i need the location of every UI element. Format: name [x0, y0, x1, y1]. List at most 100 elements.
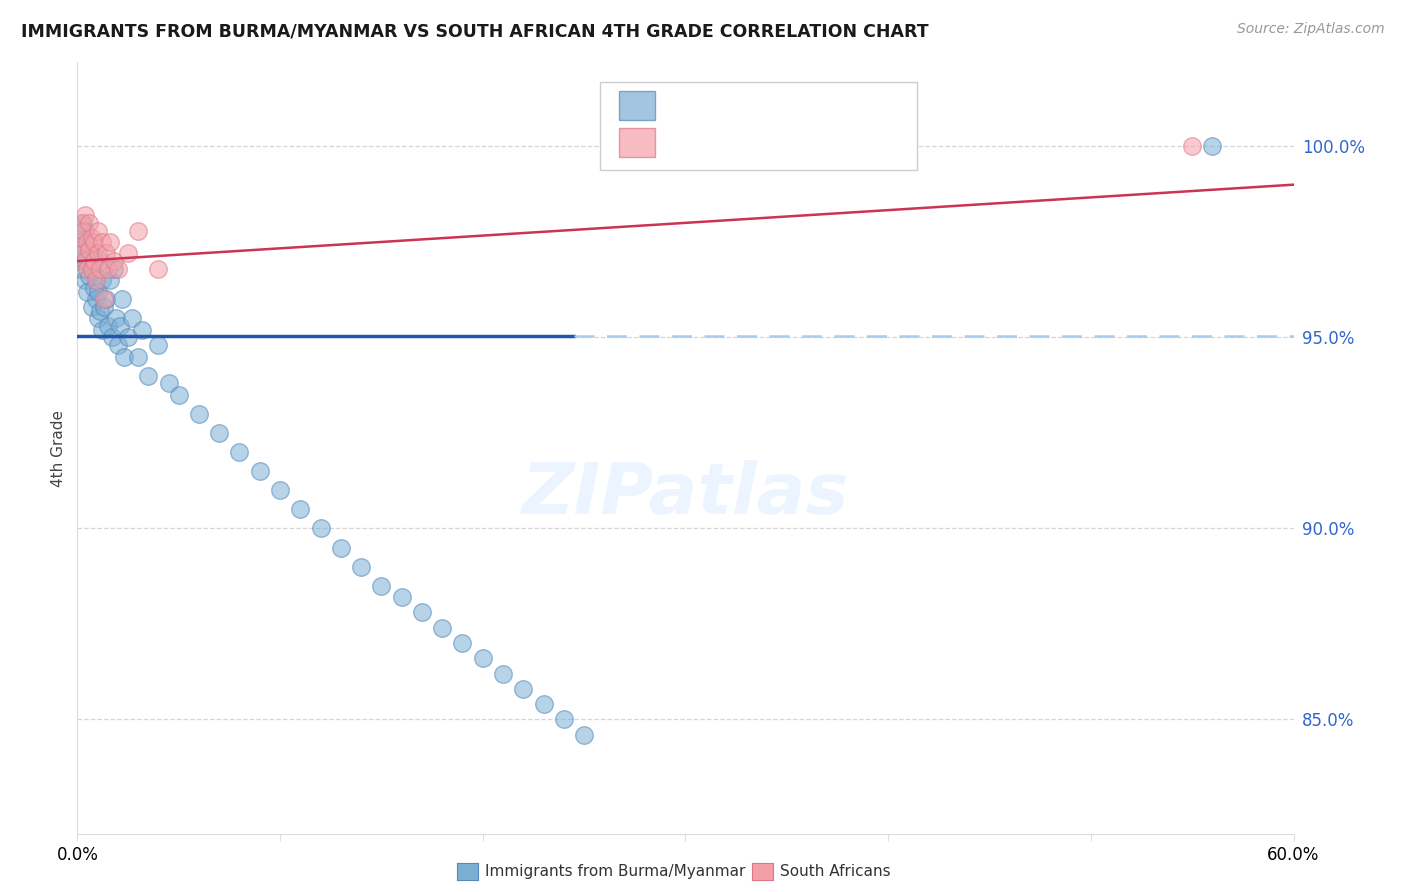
Text: Source: ZipAtlas.com: Source: ZipAtlas.com — [1237, 22, 1385, 37]
Point — [79, 216, 101, 230]
Point — [80, 300, 103, 314]
Point — [86, 285, 108, 299]
Point — [157, 376, 180, 391]
Point — [72, 216, 94, 230]
Point — [76, 254, 98, 268]
Point — [84, 292, 107, 306]
Point — [103, 261, 125, 276]
Point — [90, 323, 112, 337]
Point — [75, 208, 97, 222]
Point — [80, 261, 103, 276]
Point — [80, 261, 103, 276]
Text: IMMIGRANTS FROM BURMA/MYANMAR VS SOUTH AFRICAN 4TH GRADE CORRELATION CHART: IMMIGRANTS FROM BURMA/MYANMAR VS SOUTH A… — [21, 22, 929, 40]
Point — [83, 281, 105, 295]
Point — [94, 246, 117, 260]
Text: R = 0.003   N = 63: R = 0.003 N = 63 — [668, 96, 852, 115]
Point — [533, 697, 555, 711]
Text: R = 0.365   N = 29: R = 0.365 N = 29 — [668, 133, 852, 153]
Point — [86, 246, 108, 260]
Text: Immigrants from Burma/Myanmar: Immigrants from Burma/Myanmar — [485, 864, 745, 879]
Text: ZIPatlas: ZIPatlas — [522, 460, 849, 529]
Point — [148, 261, 170, 276]
FancyBboxPatch shape — [600, 82, 917, 170]
Point — [131, 323, 153, 337]
FancyBboxPatch shape — [619, 128, 655, 157]
Text: South Africans: South Africans — [780, 864, 891, 879]
Point — [136, 368, 159, 383]
Point — [350, 559, 373, 574]
Point — [1181, 139, 1204, 153]
Point — [127, 223, 149, 237]
Point — [553, 713, 575, 727]
Point — [72, 246, 94, 260]
Point — [72, 223, 94, 237]
Point — [512, 681, 534, 696]
Point — [121, 311, 143, 326]
Point — [90, 273, 112, 287]
Point — [188, 407, 211, 421]
Point — [101, 330, 124, 344]
Point — [89, 261, 111, 276]
Point — [107, 338, 129, 352]
Point — [471, 651, 494, 665]
Point — [79, 239, 101, 253]
Point — [451, 636, 474, 650]
Point — [127, 350, 149, 364]
Point — [117, 246, 139, 260]
Point — [84, 273, 107, 287]
Point — [391, 591, 413, 605]
Point — [76, 285, 98, 299]
Y-axis label: 4th Grade: 4th Grade — [51, 409, 66, 487]
Point — [70, 235, 93, 249]
Point — [93, 300, 115, 314]
Point — [80, 231, 103, 245]
Point — [430, 621, 453, 635]
Point — [72, 246, 94, 260]
Point — [75, 254, 97, 268]
Point — [107, 261, 129, 276]
Point — [75, 273, 97, 287]
Point — [290, 502, 312, 516]
Point — [98, 235, 121, 249]
Point — [108, 318, 131, 333]
Point — [79, 269, 101, 284]
Point — [75, 223, 97, 237]
Point — [329, 541, 352, 555]
Point — [86, 223, 108, 237]
Point — [94, 292, 117, 306]
Point — [148, 338, 170, 352]
Point — [572, 728, 595, 742]
Point — [83, 254, 105, 268]
Point — [93, 292, 115, 306]
Point — [117, 330, 139, 344]
Point — [97, 318, 120, 333]
Point — [249, 464, 271, 478]
Point — [309, 521, 332, 535]
Point — [67, 235, 90, 249]
Point — [86, 311, 108, 326]
Point — [90, 235, 112, 249]
FancyBboxPatch shape — [619, 91, 655, 120]
Point — [269, 483, 291, 498]
Point — [98, 273, 121, 287]
Point — [167, 388, 190, 402]
Point — [84, 269, 107, 284]
Point — [1201, 139, 1223, 153]
Point — [83, 254, 105, 268]
Point — [70, 261, 93, 276]
Point — [411, 606, 433, 620]
Point — [76, 261, 98, 276]
Point — [83, 235, 105, 249]
Point — [112, 350, 135, 364]
Point — [70, 216, 93, 230]
Point — [370, 579, 392, 593]
Point — [103, 254, 125, 268]
Point — [208, 425, 231, 440]
Point — [76, 235, 98, 249]
Point — [89, 254, 111, 268]
Point — [89, 303, 111, 318]
Point — [97, 261, 120, 276]
Point — [228, 445, 250, 459]
Point — [104, 311, 127, 326]
Point — [111, 292, 134, 306]
